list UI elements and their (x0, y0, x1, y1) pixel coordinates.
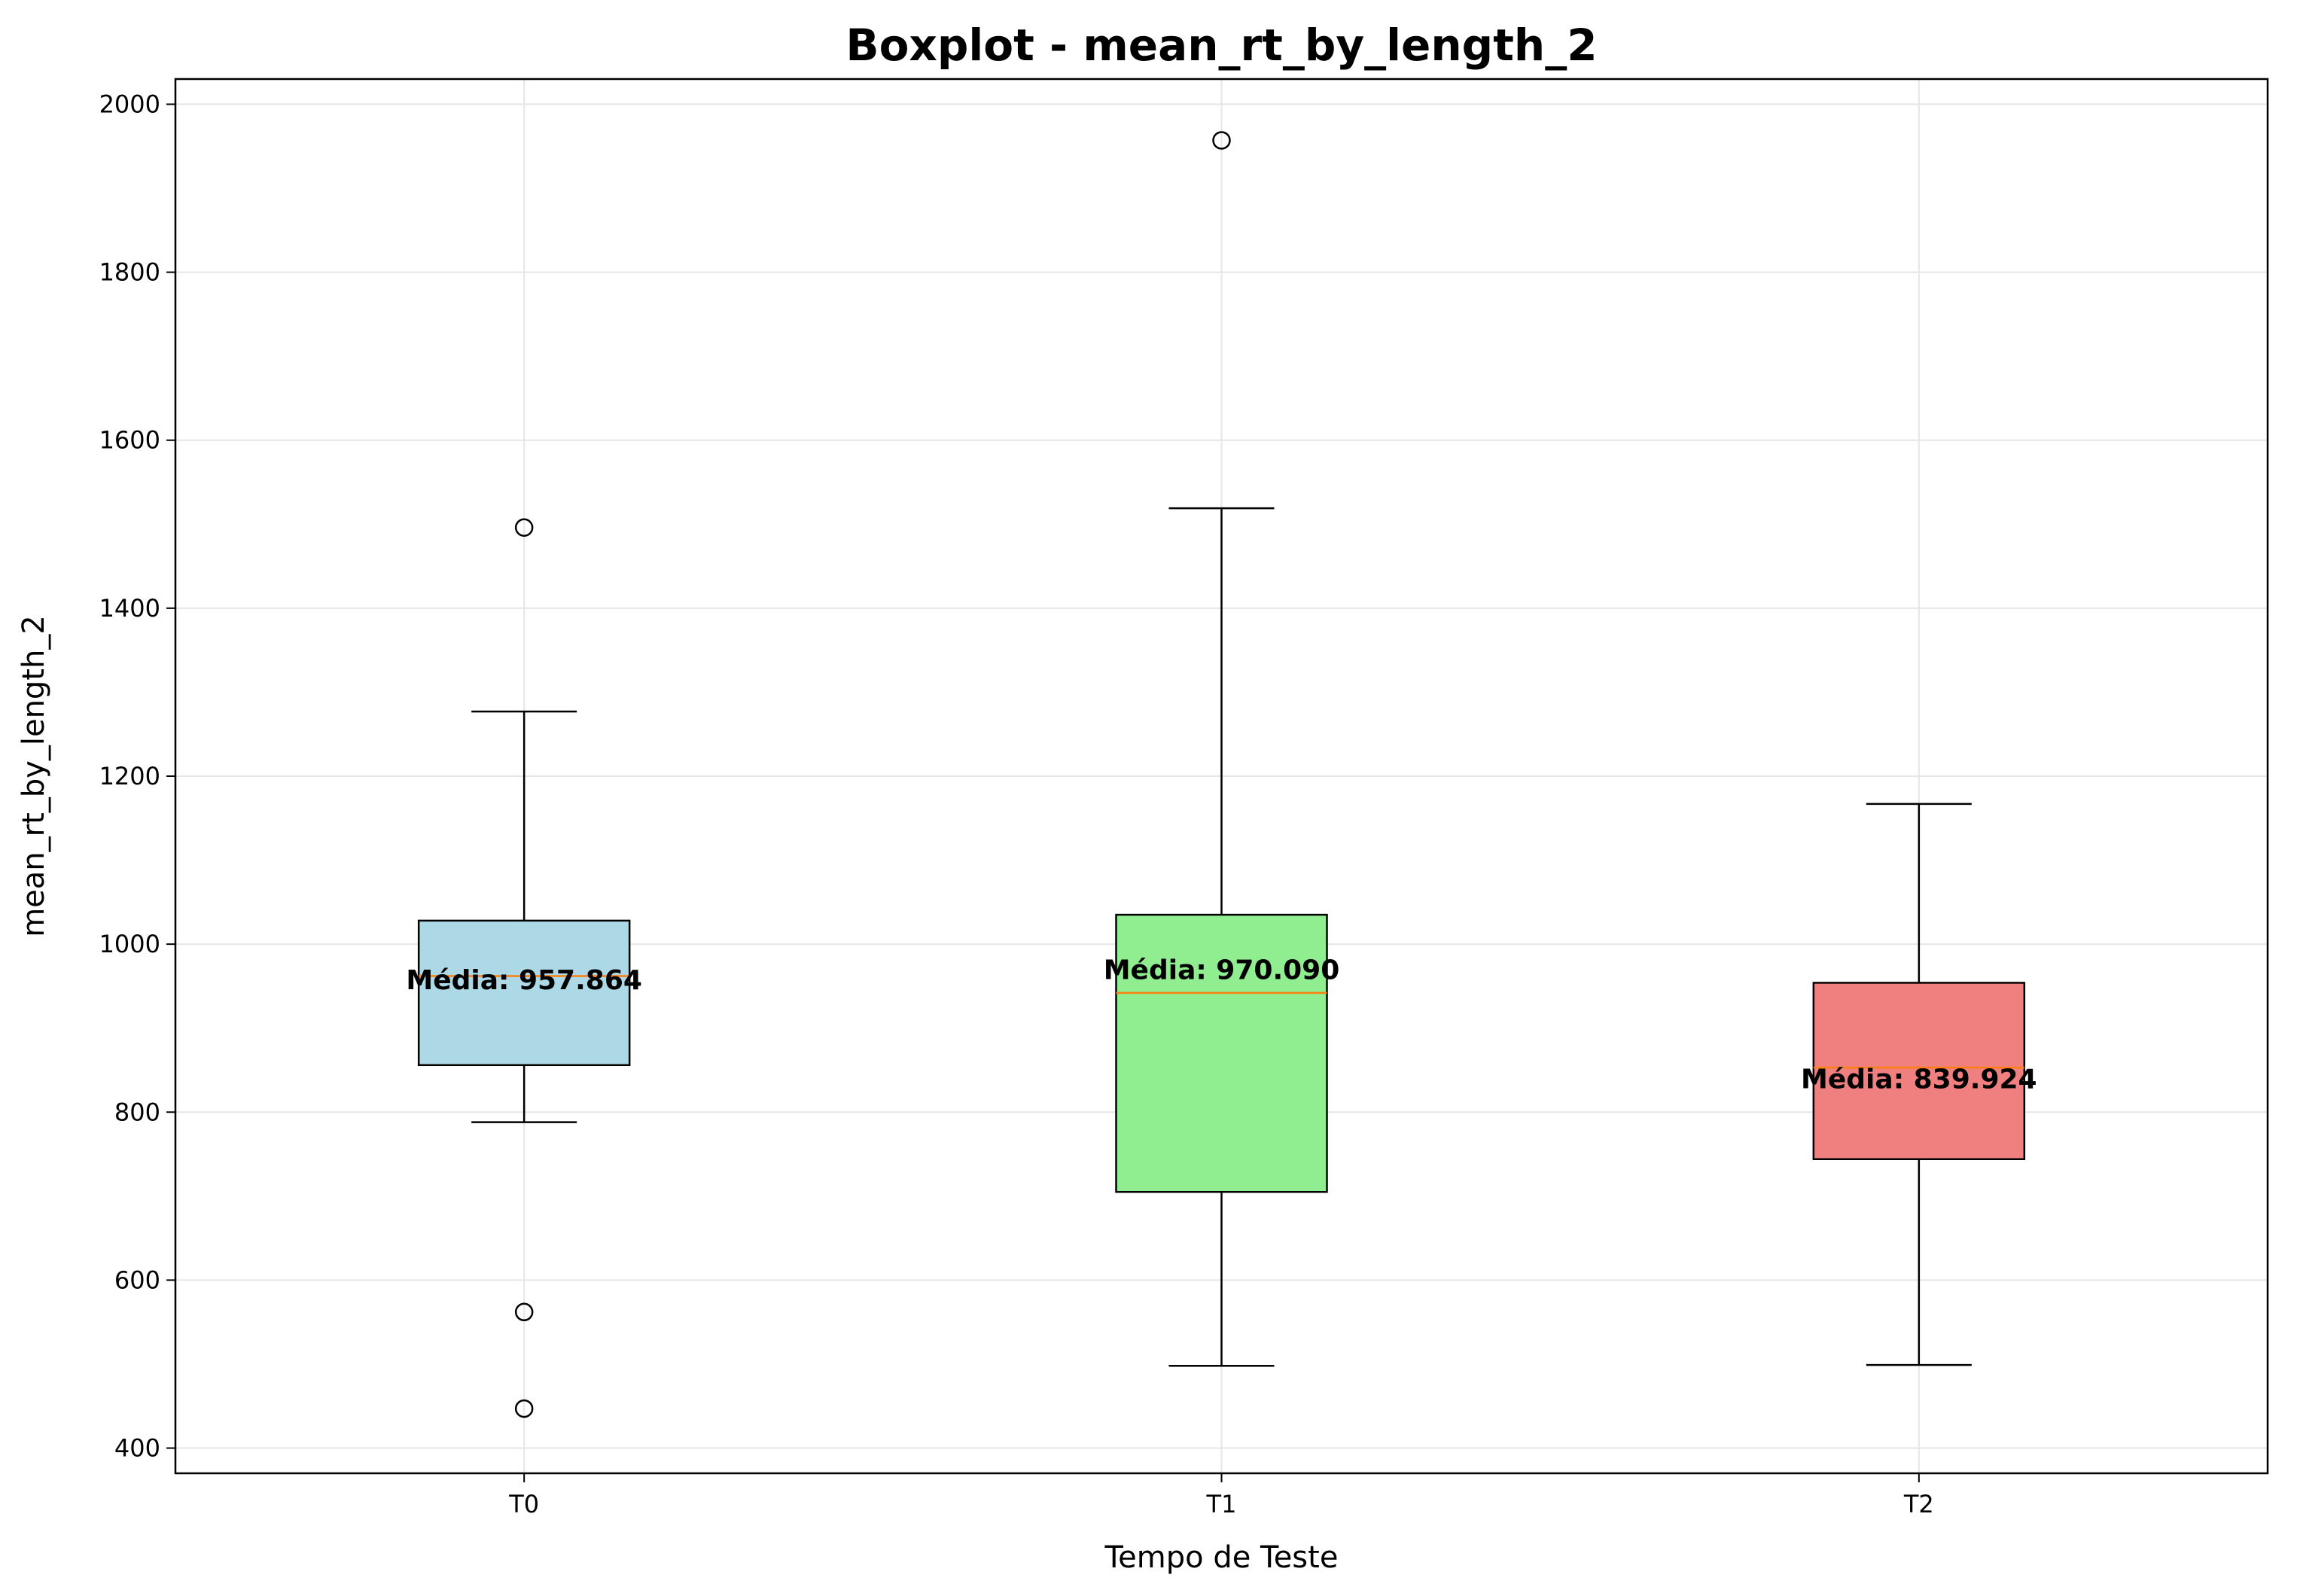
outlier-point-t0 (514, 518, 534, 538)
mean-label-t0: Média: 957.864 (406, 965, 642, 996)
box-group-t2: Média: 839.924 (1801, 803, 2037, 1366)
x-tick-label-t1: T1 (1206, 1490, 1237, 1518)
axis-layer: 400 600 800 1000 1200 1400 1600 1800 2000 T0 T1 T2 (99, 90, 1934, 1518)
x-tick-label-t2: T2 (1903, 1490, 1934, 1518)
outlier-point-t0 (514, 1302, 534, 1322)
x-tick-label-t0: T0 (508, 1490, 539, 1518)
box-t1 (1115, 913, 1328, 1193)
mean-label-t1: Média: 970.090 (1104, 955, 1340, 986)
y-tick-label: 1000 (99, 930, 160, 958)
box-group-t1: Média: 970.090 (1104, 131, 1340, 1367)
outlier-point-t0 (514, 1399, 534, 1418)
y-tick-label: 400 (114, 1434, 160, 1463)
mean-label-t2: Média: 839.924 (1801, 1065, 2037, 1095)
box-t2 (1812, 982, 2026, 1160)
y-tick-label: 600 (114, 1266, 160, 1294)
x-axis-title: Tempo de Teste (1104, 1540, 1339, 1575)
box-t0 (417, 919, 631, 1067)
y-tick-label: 2000 (99, 90, 160, 118)
y-tick-label: 800 (114, 1098, 160, 1126)
y-tick-label: 1400 (99, 594, 160, 623)
y-tick-label: 1600 (99, 426, 160, 455)
outlier-point-t1 (1212, 131, 1231, 150)
box-group-t0: Média: 957.864 (406, 518, 642, 1418)
y-axis-title: mean_rt_by_length_2 (17, 615, 51, 937)
y-tick-label: 1200 (99, 762, 160, 790)
chart-title: Boxplot - mean_rt_by_length_2 (845, 20, 1597, 71)
y-tick-label: 1800 (99, 258, 160, 287)
box-layer: Média: 957.864 Média: 970.090 Média: 839.9… (406, 131, 2037, 1418)
